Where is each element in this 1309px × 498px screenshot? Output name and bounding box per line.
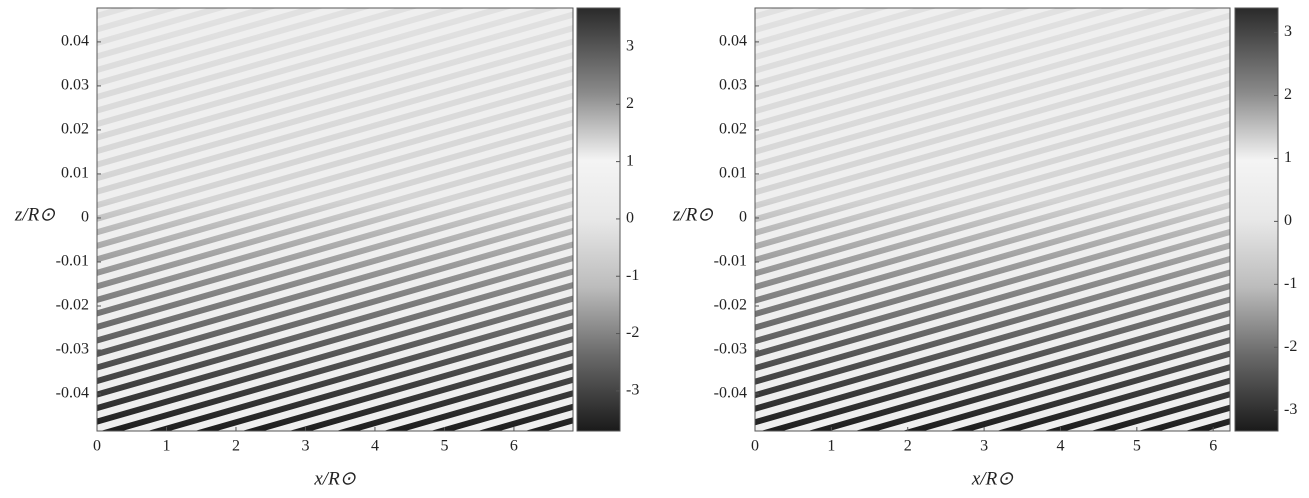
y-tick-label: 0 <box>81 209 89 226</box>
colorbar-tick-label: 1 <box>1284 149 1292 166</box>
field-stripes <box>97 8 573 431</box>
x-tick-label: 0 <box>751 438 759 455</box>
colorbar-tick-label: 2 <box>1284 86 1292 103</box>
y-tick-label: -0.02 <box>714 297 747 314</box>
x-tick-label: 4 <box>1056 438 1064 455</box>
y-tick-label: -0.04 <box>56 385 89 402</box>
y-tick-label: 0 <box>739 209 747 226</box>
x-tick-label: 0 <box>93 438 101 455</box>
x-axis-label: x/R⊙ <box>313 468 355 489</box>
y-axis-label: z/R⊙ <box>14 204 55 225</box>
x-tick-label: 1 <box>827 438 835 455</box>
x-tick-label: 6 <box>1209 438 1217 455</box>
y-tick-label: 0.02 <box>61 121 89 138</box>
y-tick-label: 0.04 <box>61 33 89 50</box>
colorbar-tick-label: 0 <box>626 210 634 227</box>
colorbar <box>576 7 621 432</box>
colorbar-tick-label: -1 <box>626 267 639 284</box>
colorbar-tick-label: 0 <box>1284 212 1292 229</box>
colorbar-tick-label: 1 <box>626 152 634 169</box>
colorbar <box>1234 7 1279 432</box>
x-tick-label: 6 <box>510 438 518 455</box>
y-tick-label: -0.04 <box>714 385 747 402</box>
colorbar-tick-label: -3 <box>1284 401 1297 418</box>
x-axis-label: x/R⊙ <box>971 468 1013 489</box>
plot-frame <box>754 7 1231 432</box>
x-tick-label: 4 <box>371 438 379 455</box>
y-tick-label: 0.02 <box>719 121 747 138</box>
y-tick-label: -0.03 <box>714 341 747 358</box>
y-tick-label: 0.01 <box>719 165 747 182</box>
x-tick-label: 5 <box>1133 438 1141 455</box>
colorbar-tick-label: -2 <box>1284 338 1297 355</box>
y-tick-label: 0.03 <box>719 77 747 94</box>
x-tick-label: 5 <box>440 438 448 455</box>
y-tick-label: 0.01 <box>61 165 89 182</box>
y-tick-label: 0.03 <box>61 77 89 94</box>
x-tick-label: 2 <box>904 438 912 455</box>
field-stripes <box>755 8 1230 431</box>
y-tick-label: -0.01 <box>56 253 89 270</box>
plot-frame <box>96 7 574 432</box>
x-tick-label: 1 <box>162 438 170 455</box>
x-tick-label: 3 <box>301 438 309 455</box>
y-tick-label: 0.04 <box>719 33 747 50</box>
colorbar-tick-label: 2 <box>626 95 634 112</box>
y-tick-label: -0.01 <box>714 253 747 270</box>
x-tick-label: 3 <box>980 438 988 455</box>
colorbar-tick-label: 3 <box>626 38 634 55</box>
y-tick-label: -0.02 <box>56 297 89 314</box>
colorbar-tick-label: -1 <box>1284 275 1297 292</box>
colorbar-tick-label: -3 <box>626 382 639 399</box>
y-tick-label: -0.03 <box>56 341 89 358</box>
y-axis-label: z/R⊙ <box>672 204 713 225</box>
colorbar-tick-label: -2 <box>626 324 639 341</box>
x-tick-label: 2 <box>232 438 240 455</box>
colorbar-tick-label: 3 <box>1284 23 1292 40</box>
